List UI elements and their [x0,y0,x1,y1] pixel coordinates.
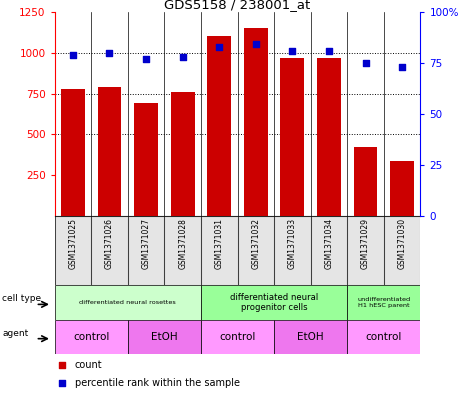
Bar [274,216,311,285]
Bar [164,216,201,285]
Bar [61,89,85,216]
Bar [347,285,420,320]
Point [142,56,150,62]
Bar [91,216,128,285]
Point [252,41,259,48]
Bar [353,147,378,216]
Point [179,53,186,60]
Title: GDS5158 / 238001_at: GDS5158 / 238001_at [164,0,311,11]
Bar [280,57,304,216]
Text: EtOH: EtOH [297,332,324,342]
Bar [128,320,201,354]
Bar [274,320,347,354]
Point [58,380,66,386]
Bar [55,216,91,285]
Text: differentiated neural rosettes: differentiated neural rosettes [79,300,176,305]
Text: GSM1371031: GSM1371031 [215,218,224,269]
Point [58,362,66,368]
Text: GSM1371025: GSM1371025 [68,218,77,269]
Text: GSM1371027: GSM1371027 [142,218,151,269]
Text: control: control [219,332,256,342]
Bar [201,285,347,320]
Text: percentile rank within the sample: percentile rank within the sample [75,378,240,388]
Text: agent: agent [2,329,28,338]
Bar [390,161,414,216]
Text: control: control [73,332,109,342]
Text: count: count [75,360,103,370]
Bar [238,216,274,285]
Text: GSM1371026: GSM1371026 [105,218,114,269]
Text: GSM1371034: GSM1371034 [324,218,333,269]
Text: cell type: cell type [2,294,41,303]
Bar [207,36,231,216]
Point [69,51,77,58]
Text: GSM1371033: GSM1371033 [288,218,297,269]
Bar [311,216,347,285]
Bar [384,216,420,285]
Bar [201,216,238,285]
Text: GSM1371032: GSM1371032 [251,218,260,269]
Text: control: control [366,332,402,342]
Point [105,50,113,56]
Text: GSM1371030: GSM1371030 [398,218,407,269]
Point [325,48,332,54]
Text: GSM1371029: GSM1371029 [361,218,370,269]
Bar [97,87,122,216]
Point [216,43,223,50]
Text: undifferentiated
H1 hESC parent: undifferentiated H1 hESC parent [357,297,410,308]
Text: differentiated neural
progenitor cells: differentiated neural progenitor cells [230,293,318,312]
Bar [201,320,274,354]
Bar [128,216,164,285]
Bar [55,320,128,354]
Bar [347,320,420,354]
Point [289,48,296,54]
Bar [55,285,201,320]
Text: EtOH: EtOH [151,332,178,342]
Bar [347,216,384,285]
Bar [317,57,341,216]
Bar [171,92,195,216]
Bar [244,28,268,216]
Bar [134,103,158,216]
Text: GSM1371028: GSM1371028 [178,218,187,269]
Point [398,64,406,70]
Point [362,60,370,66]
